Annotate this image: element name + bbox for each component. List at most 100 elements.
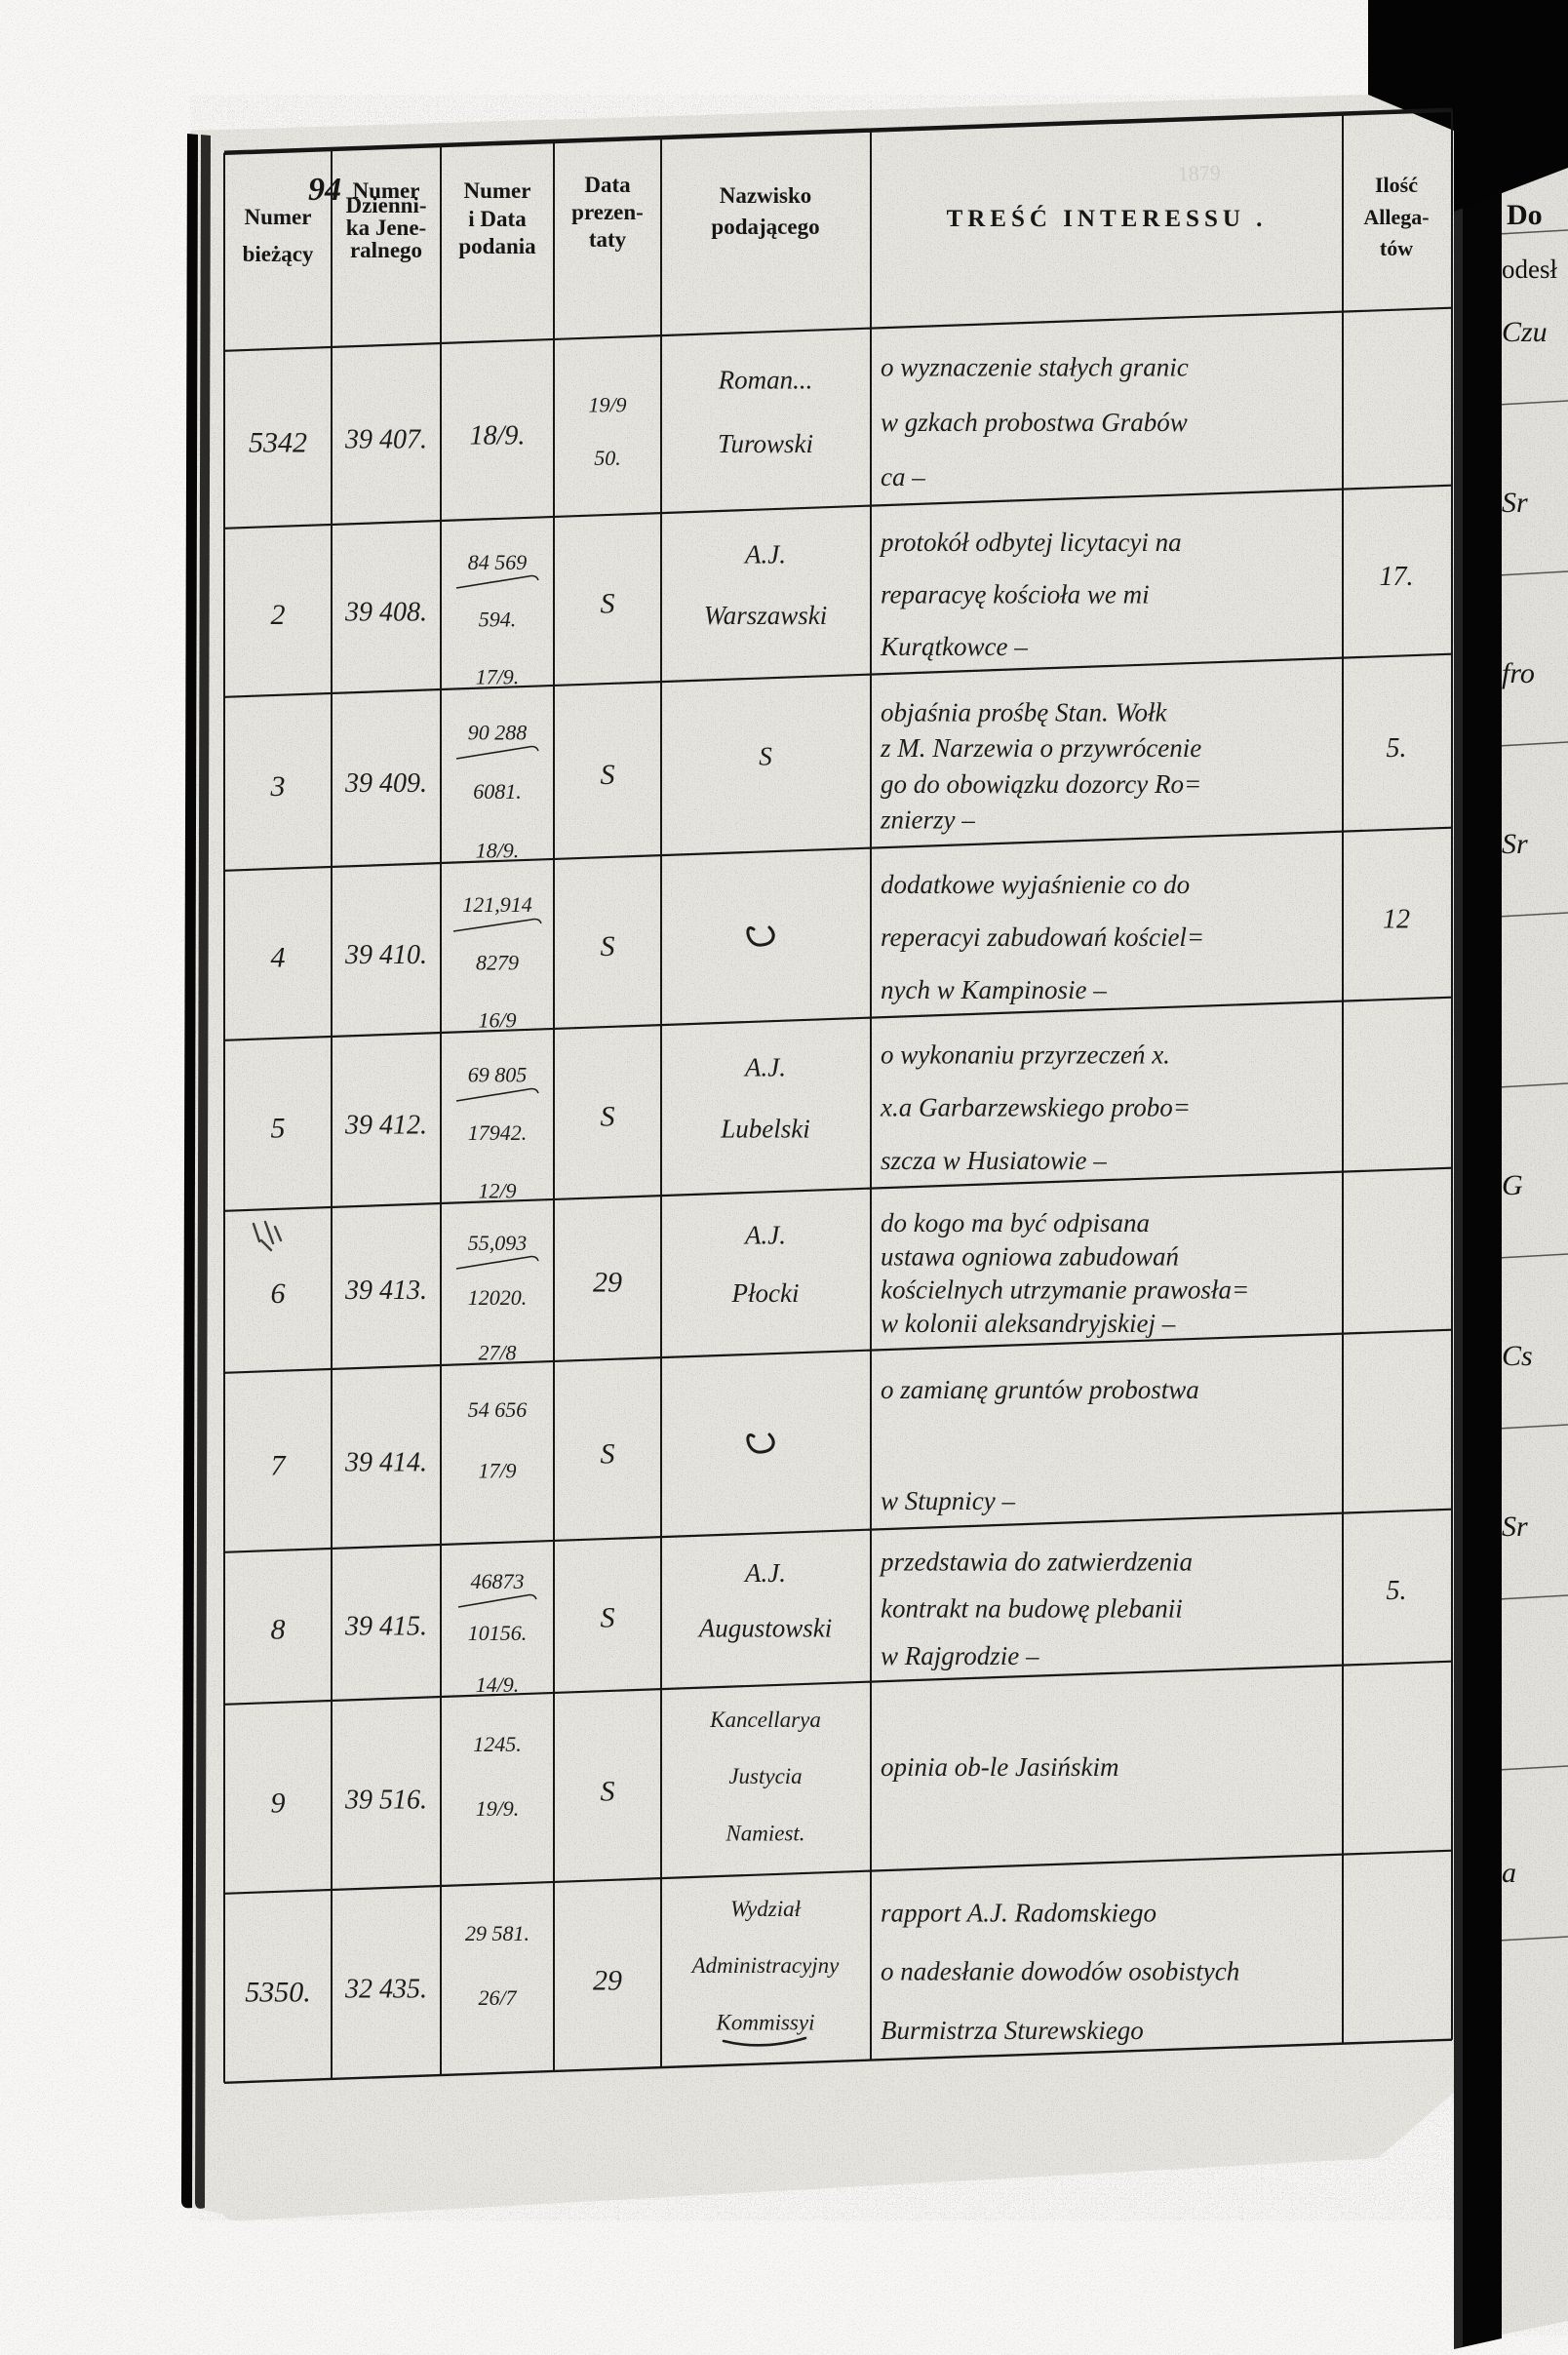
svg-text:S: S xyxy=(601,1101,615,1133)
svg-text:A.J.: A.J. xyxy=(743,1558,786,1588)
svg-text:8279: 8279 xyxy=(476,950,519,974)
svg-text:12/9: 12/9 xyxy=(478,1179,516,1203)
svg-text:29: 29 xyxy=(593,1266,622,1298)
svg-text:odesł: odesł xyxy=(1502,255,1557,284)
svg-text:16/9: 16/9 xyxy=(478,1008,516,1033)
svg-text:6: 6 xyxy=(271,1277,286,1310)
svg-text:a: a xyxy=(1502,1857,1516,1889)
svg-text:ralnego: ralnego xyxy=(350,238,422,262)
svg-text:opinia ob-le Jasińskim: opinia ob-le Jasińskim xyxy=(881,1752,1118,1782)
svg-text:Augustowski: Augustowski xyxy=(697,1613,833,1642)
svg-text:Cs: Cs xyxy=(1502,1340,1533,1372)
svg-text:10156.: 10156. xyxy=(468,1621,528,1645)
svg-text:protokół odbytej licytacyi na: protokół odbytej licytacyi na xyxy=(879,528,1182,557)
svg-text:Lubelski: Lubelski xyxy=(720,1114,810,1143)
svg-text:17/9: 17/9 xyxy=(478,1459,516,1483)
svg-text:46873: 46873 xyxy=(471,1569,525,1593)
svg-text:6081.: 6081. xyxy=(473,779,522,804)
svg-text:39 414.: 39 414. xyxy=(344,1448,427,1478)
svg-text:prezen-: prezen- xyxy=(571,200,644,224)
svg-text:o wykonaniu przyrzeczeń x.: o wykonaniu przyrzeczeń x. xyxy=(881,1040,1170,1069)
svg-text:7: 7 xyxy=(271,1450,288,1482)
svg-text:19/9: 19/9 xyxy=(588,392,626,416)
svg-text:29: 29 xyxy=(593,1965,622,1997)
svg-text:39 410.: 39 410. xyxy=(344,940,427,970)
svg-text:39 407.: 39 407. xyxy=(344,425,427,455)
svg-text:5342: 5342 xyxy=(249,426,307,458)
svg-text:o nadesłanie dowodów osobistyc: o nadesłanie dowodów osobistych xyxy=(881,1957,1239,1986)
svg-text:17/9.: 17/9. xyxy=(476,665,520,689)
svg-text:S: S xyxy=(759,741,772,770)
svg-text:3: 3 xyxy=(270,770,286,803)
svg-text:w kolonii aleksandryjskiej –: w kolonii aleksandryjskiej – xyxy=(881,1309,1176,1338)
svg-text:z M. Narzewia o przywrócenie: z M. Narzewia o przywrócenie xyxy=(880,733,1201,763)
svg-text:Kurątkowce –: Kurątkowce – xyxy=(880,632,1028,661)
svg-text:90 288: 90 288 xyxy=(468,720,528,744)
svg-text:A.J.: A.J. xyxy=(743,1052,786,1081)
svg-text:69 805: 69 805 xyxy=(468,1063,528,1087)
svg-text:S: S xyxy=(601,759,615,791)
svg-text:Numer: Numer xyxy=(464,178,531,203)
svg-text:ustawa ogniowa zabudowań: ustawa ogniowa zabudowań xyxy=(881,1241,1179,1271)
svg-text:Płocki: Płocki xyxy=(731,1278,800,1308)
svg-text:S: S xyxy=(601,1776,615,1808)
svg-text:Czu: Czu xyxy=(1502,316,1548,348)
svg-text:5: 5 xyxy=(271,1112,286,1144)
svg-text:Sr: Sr xyxy=(1502,487,1528,519)
svg-text:go do obowiązku dozorcy Ro=: go do obowiązku dozorcy Ro= xyxy=(881,769,1201,799)
svg-text:dodatkowe wyjaśnienie co do: dodatkowe wyjaśnienie co do xyxy=(881,870,1190,899)
svg-text:2: 2 xyxy=(271,599,286,631)
svg-text:szcza w Husiatowie –: szcza w Husiatowie – xyxy=(881,1146,1107,1175)
svg-text:x.a Garbarzewskiego probo=: x.a Garbarzewskiego probo= xyxy=(880,1093,1191,1122)
svg-text:o zamianę gruntów probostwa: o zamianę gruntów probostwa xyxy=(881,1375,1199,1404)
svg-text:29 581.: 29 581. xyxy=(465,1921,529,1945)
svg-text:taty: taty xyxy=(589,227,627,252)
svg-text:17.: 17. xyxy=(1380,562,1414,592)
svg-text:w Rajgrodzie –: w Rajgrodzie – xyxy=(881,1641,1039,1670)
svg-text:objaśnia prośbę Stan. Wołk: objaśnia prośbę Stan. Wołk xyxy=(881,697,1168,726)
svg-text:594.: 594. xyxy=(479,608,517,632)
svg-text:39 413.: 39 413. xyxy=(344,1276,427,1306)
svg-text:Kancellarya: Kancellarya xyxy=(709,1707,821,1732)
svg-text:reparacyę kościoła we mi: reparacyę kościoła we mi xyxy=(881,580,1150,609)
svg-text:A.J.: A.J. xyxy=(743,1220,786,1249)
svg-text:i Data: i Data xyxy=(468,207,527,231)
svg-text:Warszawski: Warszawski xyxy=(704,601,828,630)
svg-text:18/9.: 18/9. xyxy=(476,838,520,862)
svg-text:kontrakt na budowę plebanii: kontrakt na budowę plebanii xyxy=(881,1594,1183,1624)
svg-text:nych w Kampinosie –: nych w Kampinosie – xyxy=(881,975,1107,1004)
svg-text:26/7: 26/7 xyxy=(478,1985,517,2010)
svg-text:5.: 5. xyxy=(1387,733,1407,764)
svg-text:Dzienni-: Dzienni- xyxy=(345,193,426,217)
svg-text:39 408.: 39 408. xyxy=(344,597,427,627)
svg-text:18/9.: 18/9. xyxy=(470,421,526,451)
svg-text:znierzy –: znierzy – xyxy=(880,805,975,835)
svg-text:12: 12 xyxy=(1383,905,1410,935)
svg-text:ca –: ca – xyxy=(881,462,925,491)
svg-text:39 412.: 39 412. xyxy=(344,1110,427,1140)
svg-text:Nazwisko: Nazwisko xyxy=(720,183,812,208)
svg-text:1879: 1879 xyxy=(1177,160,1221,186)
svg-text:5.: 5. xyxy=(1387,1576,1407,1606)
svg-text:TREŚĆ INTERESSU .: TREŚĆ INTERESSU . xyxy=(947,205,1268,232)
svg-text:podania: podania xyxy=(458,234,536,258)
svg-text:do kogo ma być odpisana: do kogo ma być odpisana xyxy=(881,1208,1150,1237)
svg-text:Kommissyi: Kommissyi xyxy=(716,2010,815,2034)
svg-text:Ilość: Ilość xyxy=(1375,173,1418,197)
svg-text:Data: Data xyxy=(584,173,631,197)
svg-text:4: 4 xyxy=(271,942,286,974)
svg-text:27/8: 27/8 xyxy=(478,1341,516,1365)
svg-text:w gzkach probostwa Grabów: w gzkach probostwa Grabów xyxy=(881,408,1188,437)
svg-text:tów: tów xyxy=(1380,236,1413,260)
svg-text:S: S xyxy=(601,587,615,619)
svg-text:19/9.: 19/9. xyxy=(476,1796,520,1821)
svg-text:S: S xyxy=(601,1438,615,1471)
svg-text:9: 9 xyxy=(271,1786,286,1819)
svg-text:5350.: 5350. xyxy=(245,1976,311,2008)
svg-text:17942.: 17942. xyxy=(468,1120,528,1145)
svg-text:fro: fro xyxy=(1502,657,1535,689)
svg-text:Namiest.: Namiest. xyxy=(725,1821,804,1845)
svg-text:przedstawia do zatwierdzenia: przedstawia do zatwierdzenia xyxy=(879,1547,1193,1576)
svg-text:Justycia: Justycia xyxy=(728,1764,802,1788)
svg-text:55,093: 55,093 xyxy=(468,1231,528,1255)
